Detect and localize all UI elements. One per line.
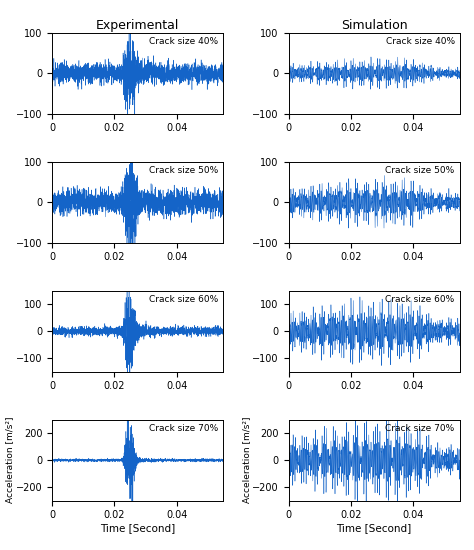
Y-axis label: Acceleration [m/s²]: Acceleration [m/s²]	[5, 417, 14, 503]
Text: Crack size 50%: Crack size 50%	[149, 166, 219, 175]
Text: Crack size 60%: Crack size 60%	[385, 295, 455, 304]
Title: Experimental: Experimental	[96, 19, 180, 32]
Text: Crack size 70%: Crack size 70%	[149, 424, 219, 433]
Text: Crack size 70%: Crack size 70%	[385, 424, 455, 433]
X-axis label: Time [Second]: Time [Second]	[100, 523, 175, 533]
Y-axis label: Acceleration [m/s²]: Acceleration [m/s²]	[242, 417, 251, 503]
X-axis label: Time [Second]: Time [Second]	[337, 523, 412, 533]
Text: Crack size 50%: Crack size 50%	[385, 166, 455, 175]
Text: Crack size 40%: Crack size 40%	[385, 37, 455, 46]
Text: Crack size 60%: Crack size 60%	[149, 295, 219, 304]
Text: Crack size 40%: Crack size 40%	[149, 37, 219, 46]
Title: Simulation: Simulation	[341, 19, 408, 32]
